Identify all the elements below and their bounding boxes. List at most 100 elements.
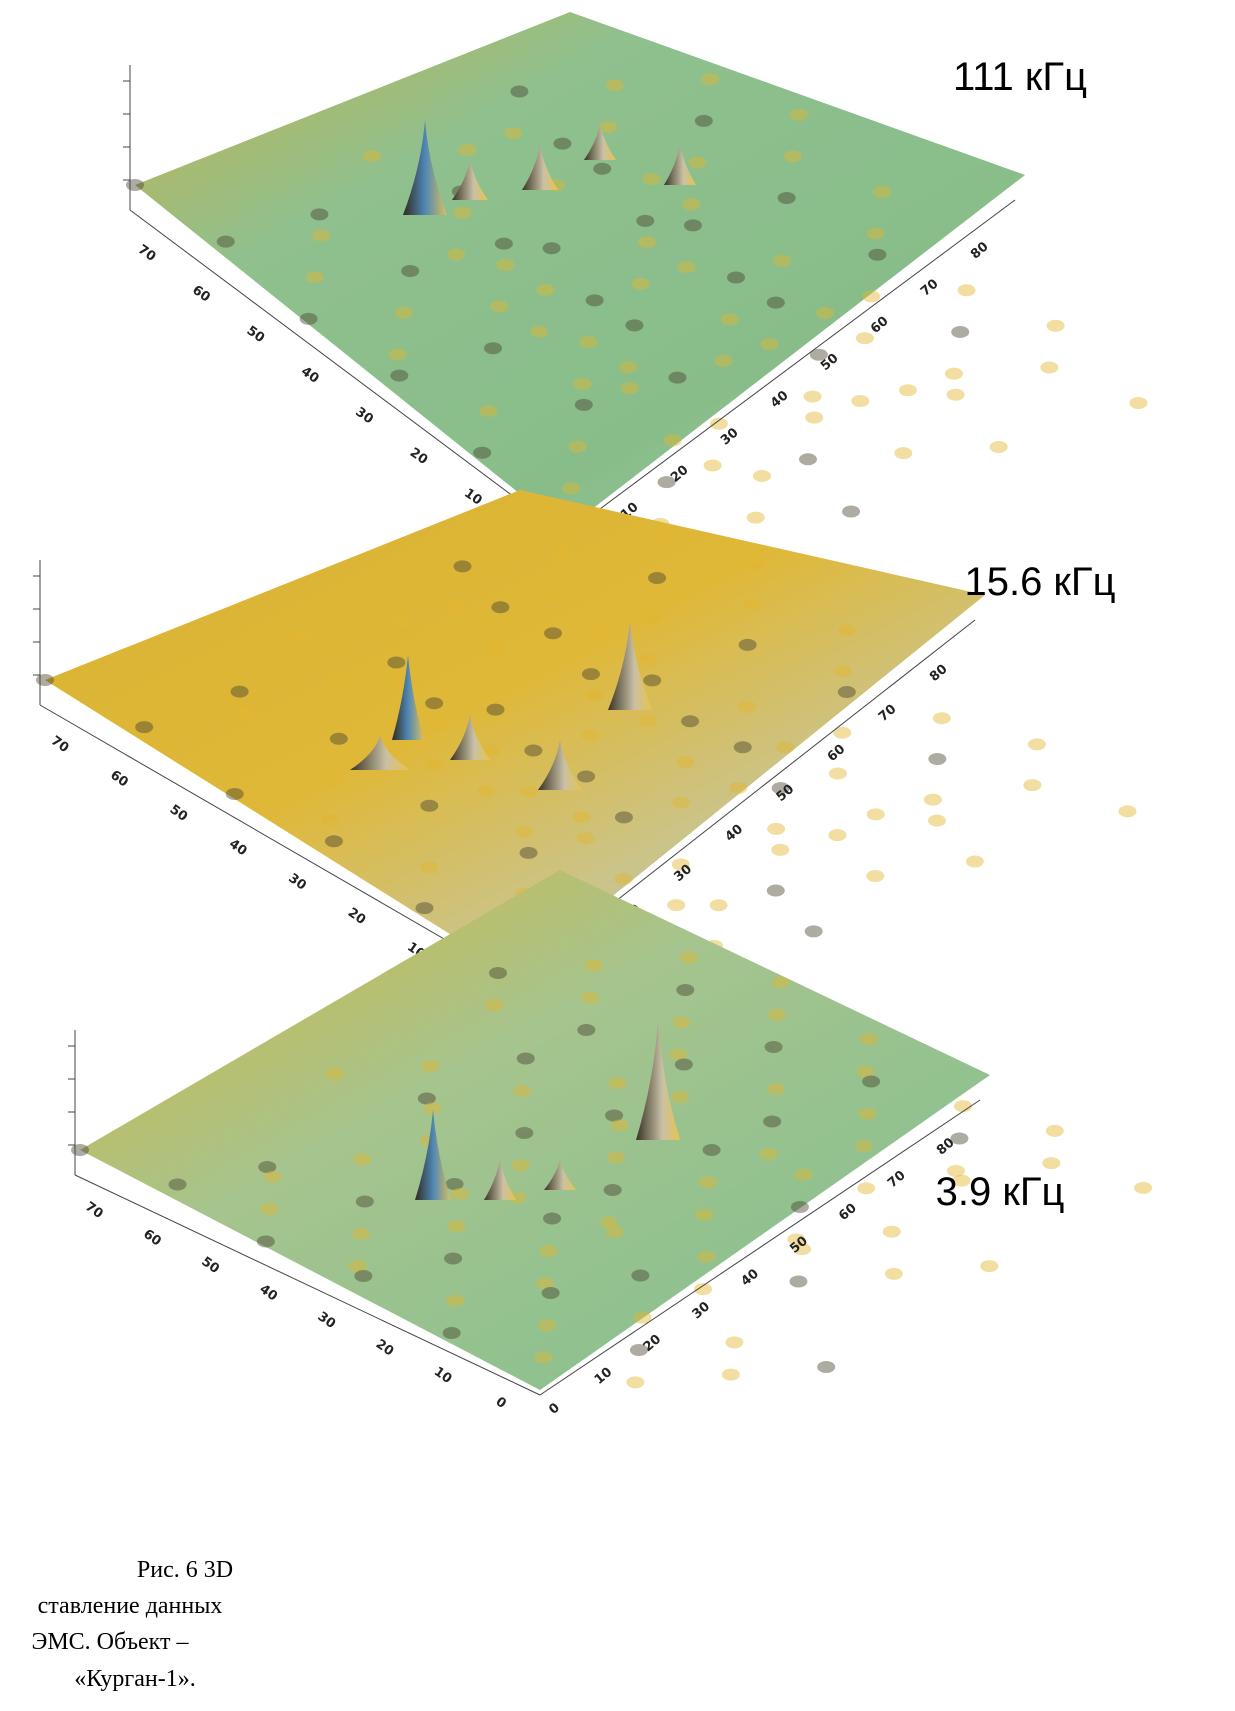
tick-label: 40 [738, 1266, 762, 1289]
bump [760, 338, 779, 351]
bump [766, 1083, 785, 1096]
tick-label: 80 [968, 239, 992, 262]
bump [709, 899, 728, 912]
bump [764, 1040, 783, 1053]
bump [738, 700, 757, 713]
bump [263, 1170, 282, 1183]
bump [783, 150, 802, 163]
bump [721, 1368, 740, 1381]
bump [884, 1267, 903, 1280]
bump [135, 721, 154, 734]
peak [608, 620, 652, 710]
bump [496, 258, 515, 271]
bump [771, 843, 790, 856]
bump [738, 638, 757, 651]
bump [486, 641, 505, 654]
bump [329, 732, 348, 745]
bump [898, 384, 917, 397]
bump [866, 870, 885, 883]
bump [833, 726, 852, 739]
bump [776, 741, 795, 754]
tick-label: 40 [226, 837, 249, 860]
bump [932, 712, 951, 725]
bump [425, 697, 444, 710]
bump [677, 261, 696, 274]
bump [1118, 805, 1137, 818]
bump [394, 306, 413, 319]
bump [701, 73, 720, 86]
peak [350, 735, 410, 770]
bump [477, 785, 496, 798]
bump [593, 162, 612, 175]
peak [415, 1110, 451, 1200]
bump [580, 991, 599, 1004]
bump [225, 788, 244, 801]
tick-label: 70 [48, 733, 71, 756]
bump [544, 627, 563, 640]
bump [312, 229, 331, 242]
bump [299, 312, 318, 325]
tick-label: 60 [107, 768, 130, 791]
bump [951, 325, 970, 338]
bump [927, 814, 946, 827]
bump [401, 265, 420, 278]
bump [355, 1195, 374, 1208]
tick-label: 30 [315, 1309, 338, 1332]
panels: 70 60 50 40 30 20 10 0 0 10 20 30 40 50 60 70 80 111 кГц 7… [33, 12, 1153, 1418]
bump [752, 469, 771, 482]
bump [727, 271, 746, 284]
bump [577, 770, 596, 783]
tick-label: 60 [140, 1227, 163, 1250]
bump [608, 1077, 627, 1090]
peak [522, 145, 558, 190]
frequency-label: 111 кГц [953, 55, 1087, 99]
bump [553, 545, 572, 558]
bump [442, 1326, 461, 1339]
bump [1040, 361, 1059, 374]
bump [1129, 396, 1148, 409]
bump [989, 440, 1008, 453]
bump [362, 150, 381, 163]
bump [855, 332, 874, 345]
bump [694, 114, 713, 127]
bump [447, 248, 466, 261]
bump [325, 1067, 344, 1080]
bump [451, 1187, 470, 1200]
surface-plot: 7060504030201000102030405060708015.6 кГц [33, 490, 1137, 1002]
tick-label: 70 [135, 242, 158, 265]
bump [714, 354, 733, 367]
tick-label: 70 [876, 702, 900, 725]
bump [747, 557, 766, 570]
bump [699, 1176, 718, 1189]
bump [729, 782, 748, 795]
bump [965, 855, 984, 868]
bump [703, 459, 722, 472]
bump [771, 976, 790, 989]
bump [387, 656, 406, 669]
bump [605, 79, 624, 92]
tick-label: 40 [723, 822, 747, 845]
bump [1046, 319, 1065, 332]
bump [642, 173, 661, 186]
bump [1023, 779, 1042, 792]
bump [230, 685, 249, 698]
bump [702, 1143, 721, 1156]
bump [790, 108, 809, 121]
bump [787, 1233, 806, 1246]
bump [789, 1275, 808, 1288]
bump [790, 1200, 809, 1213]
bump [720, 313, 739, 326]
bump [768, 1008, 787, 1021]
frequency-label: 3.9 кГц [936, 1170, 1065, 1214]
bump [681, 715, 700, 728]
bump [882, 1225, 901, 1238]
peak [450, 715, 490, 760]
bump [325, 773, 344, 786]
bump [603, 1183, 622, 1196]
axis [39, 704, 516, 981]
bump [643, 612, 662, 625]
bump [486, 703, 505, 716]
bump [672, 796, 691, 809]
peak [538, 740, 582, 790]
